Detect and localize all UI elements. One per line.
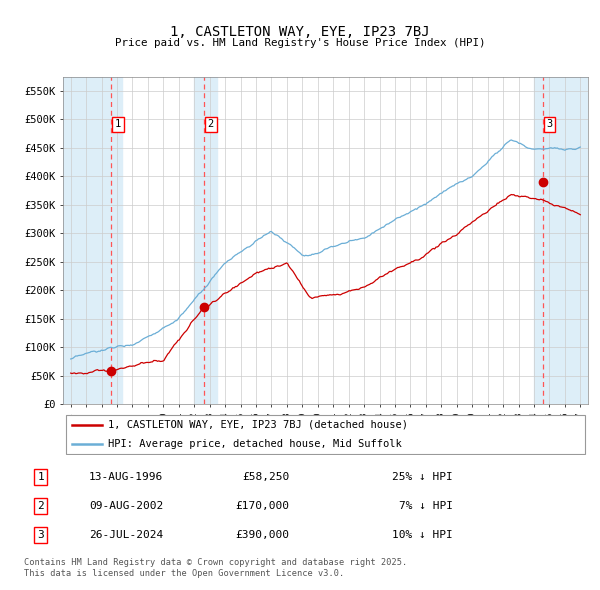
Text: £390,000: £390,000 — [235, 530, 289, 540]
Text: 1, CASTLETON WAY, EYE, IP23 7BJ (detached house): 1, CASTLETON WAY, EYE, IP23 7BJ (detache… — [107, 420, 407, 430]
Text: 13-AUG-1996: 13-AUG-1996 — [89, 471, 163, 481]
Text: £58,250: £58,250 — [242, 471, 289, 481]
Text: 25% ↓ HPI: 25% ↓ HPI — [392, 471, 452, 481]
Text: 2: 2 — [208, 119, 214, 129]
Bar — [63, 77, 122, 404]
Text: 1: 1 — [115, 119, 121, 129]
Text: 2: 2 — [38, 501, 44, 511]
Bar — [194, 77, 217, 404]
Text: 10% ↓ HPI: 10% ↓ HPI — [392, 530, 452, 540]
Text: 1, CASTLETON WAY, EYE, IP23 7BJ: 1, CASTLETON WAY, EYE, IP23 7BJ — [170, 25, 430, 39]
Text: 7% ↓ HPI: 7% ↓ HPI — [398, 501, 452, 511]
FancyBboxPatch shape — [65, 415, 586, 454]
Text: This data is licensed under the Open Government Licence v3.0.: This data is licensed under the Open Gov… — [24, 569, 344, 578]
Text: Contains HM Land Registry data © Crown copyright and database right 2025.: Contains HM Land Registry data © Crown c… — [24, 558, 407, 567]
Text: 26-JUL-2024: 26-JUL-2024 — [89, 530, 163, 540]
Text: 3: 3 — [38, 530, 44, 540]
Text: 09-AUG-2002: 09-AUG-2002 — [89, 501, 163, 511]
Bar — [534, 77, 588, 404]
Text: 3: 3 — [547, 119, 553, 129]
Text: £170,000: £170,000 — [235, 501, 289, 511]
Text: HPI: Average price, detached house, Mid Suffolk: HPI: Average price, detached house, Mid … — [107, 438, 401, 448]
Text: Price paid vs. HM Land Registry's House Price Index (HPI): Price paid vs. HM Land Registry's House … — [115, 38, 485, 48]
Text: 1: 1 — [38, 471, 44, 481]
